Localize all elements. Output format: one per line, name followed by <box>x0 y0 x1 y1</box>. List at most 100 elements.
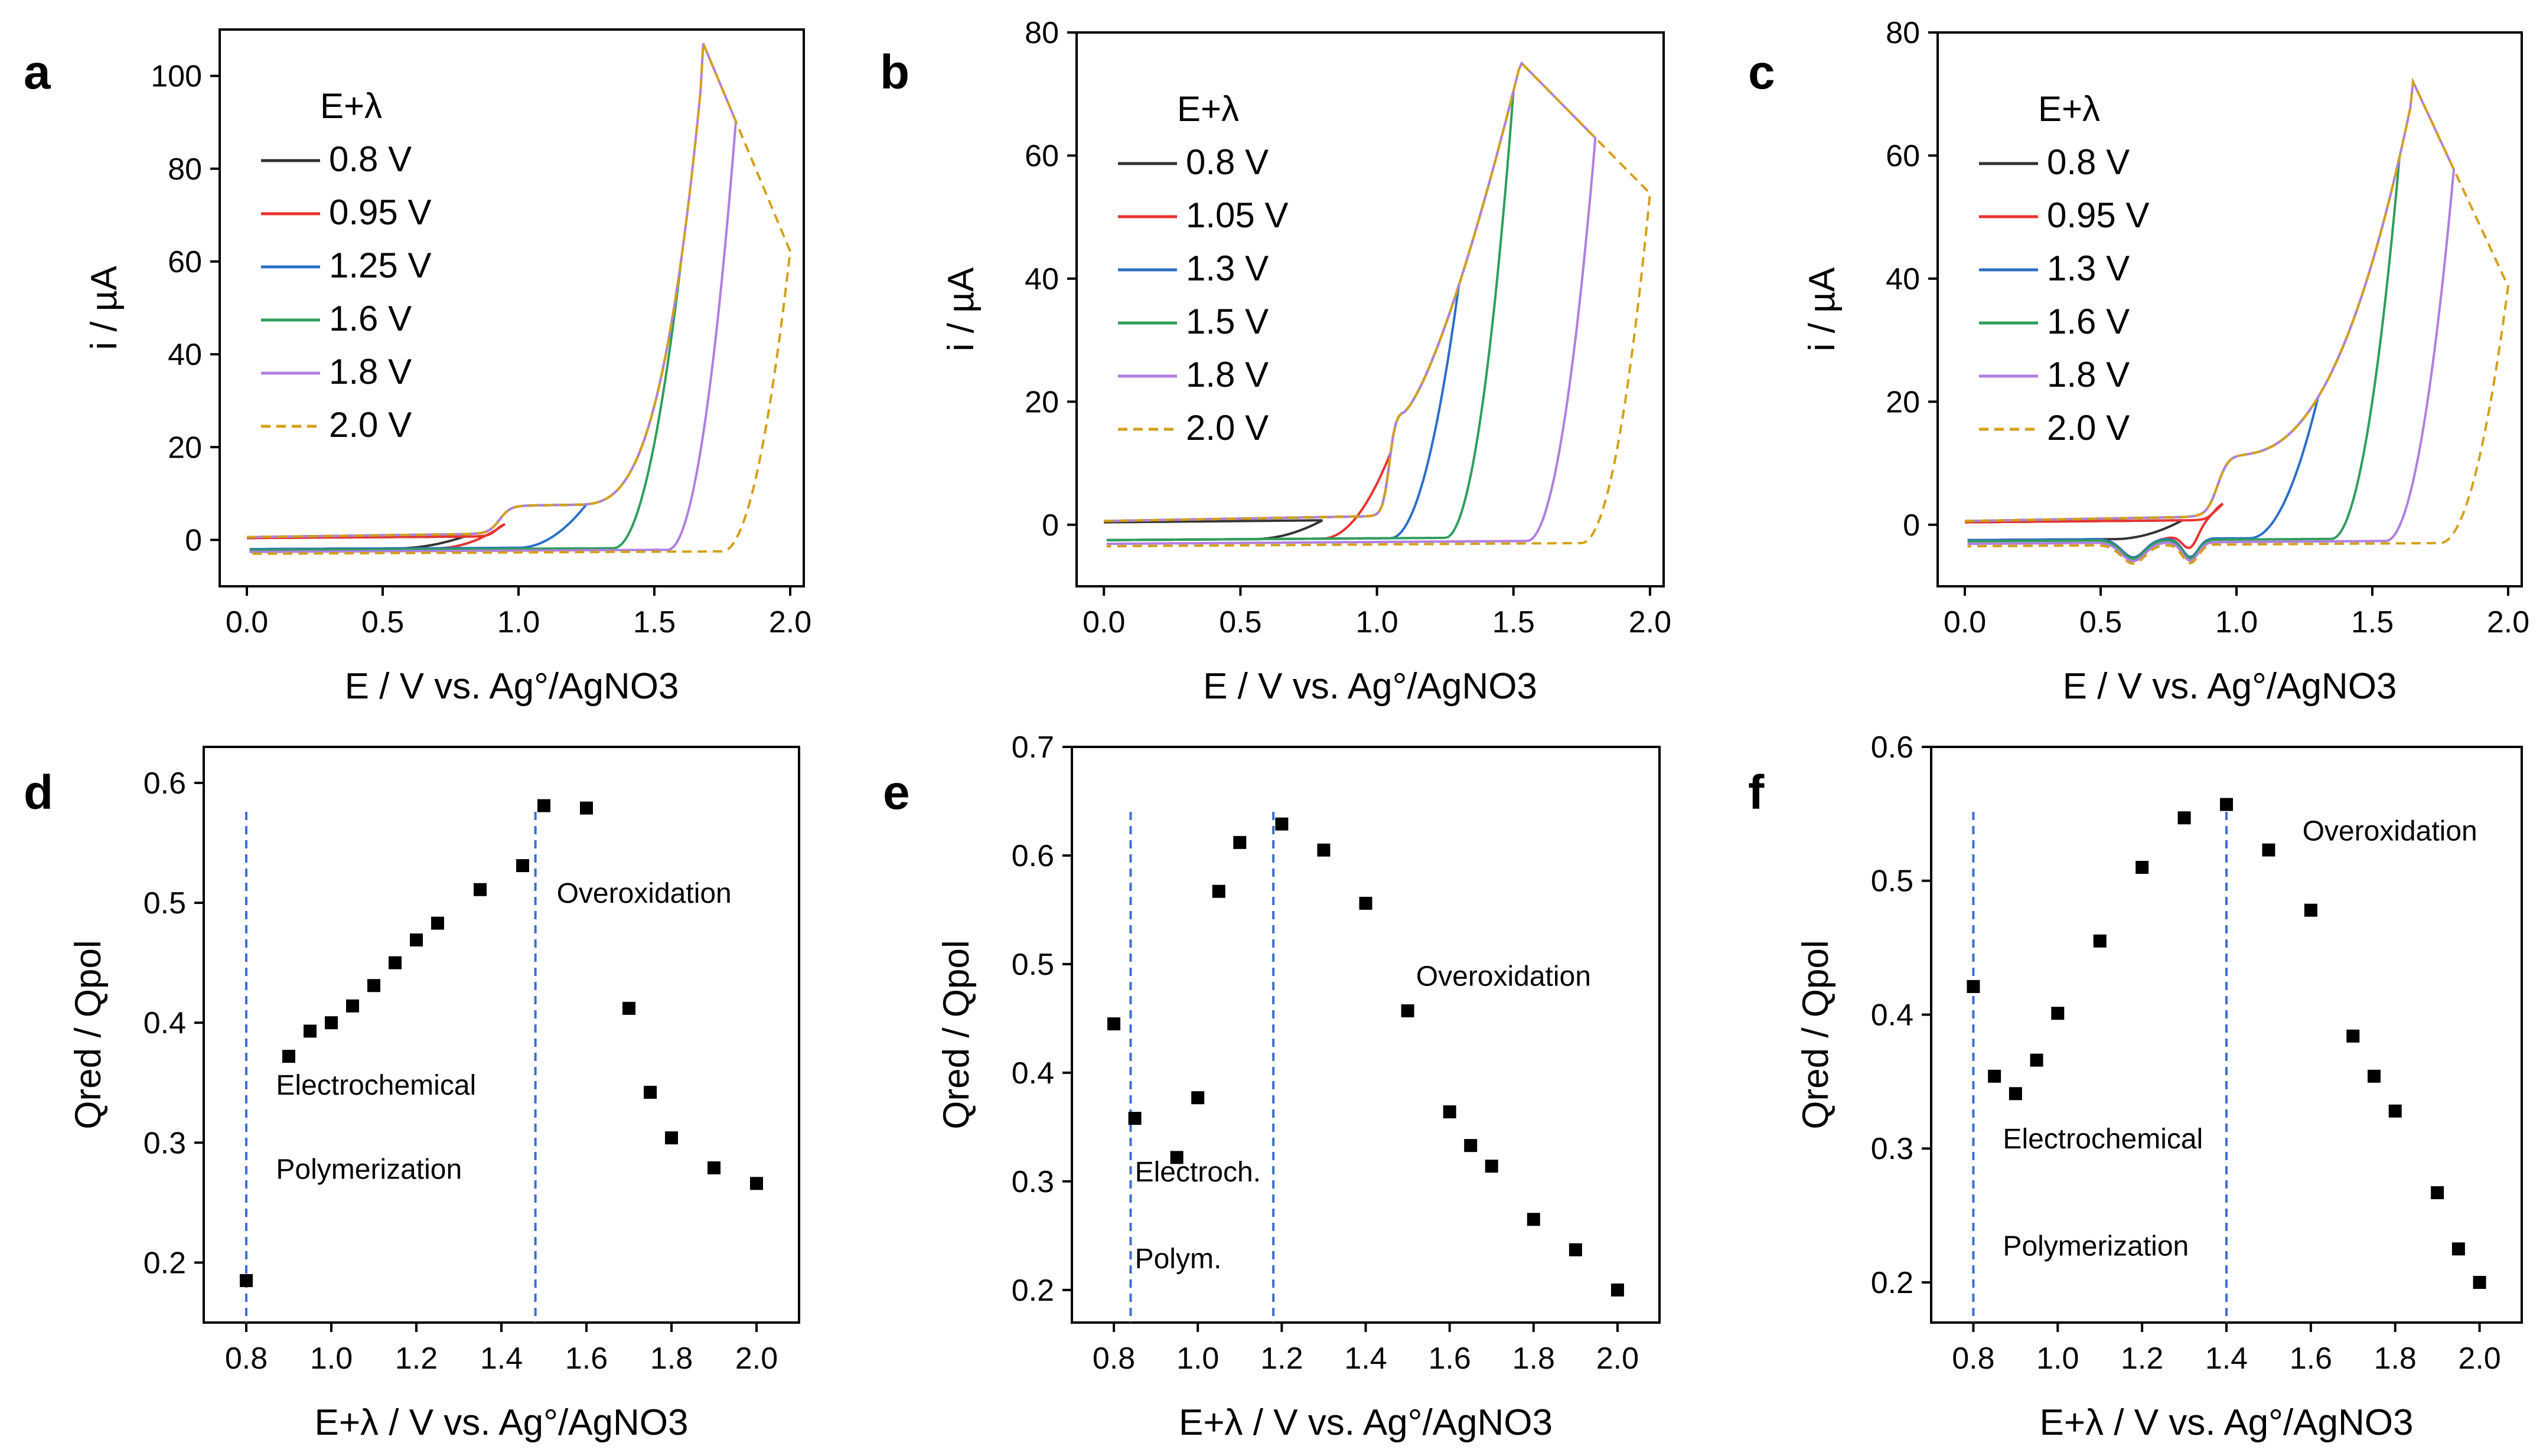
y-tick-label: 60 <box>1886 139 1920 173</box>
data-point <box>537 799 550 812</box>
plot-frame <box>1071 746 1661 1324</box>
x-tick-label: 1.2 <box>2121 1341 2163 1376</box>
y-tick-label: 0.6 <box>1871 730 1913 765</box>
x-tick-label: 0.0 <box>1944 605 1986 639</box>
data-point <box>1191 1091 1205 1105</box>
x-tick-label: 0.5 <box>361 605 404 639</box>
y-tick-label: 100 <box>151 60 202 94</box>
y-tick-label: 60 <box>1025 139 1059 173</box>
legend-entry: 1.05 V <box>1186 195 1288 235</box>
y-axis-label: i / µA <box>1802 267 1843 351</box>
y-tick-label: 0 <box>185 523 202 557</box>
data-point <box>325 1016 338 1030</box>
cv-curve-1p8V <box>1104 61 1597 546</box>
data-point <box>516 859 529 873</box>
x-axis-label: E / V vs. Ag°/AgNO3 <box>1203 666 1537 707</box>
x-tick-label: 1.0 <box>1176 1341 1219 1376</box>
data-point <box>1128 1112 1142 1125</box>
legend-entry: 1.6 V <box>2047 302 2130 341</box>
y-tick-label: 40 <box>168 338 202 372</box>
legend-entry: 1.8 V <box>1186 355 1269 394</box>
cv-curve-2p0V <box>1104 61 1651 548</box>
x-tick-label: 2.0 <box>1629 605 1671 639</box>
data-point <box>1275 817 1289 831</box>
annotation: Polymerization <box>2003 1231 2189 1262</box>
x-tick-label: 2.0 <box>769 605 811 639</box>
legend-title: E+λ <box>1177 89 1239 129</box>
x-axis-label: E / V vs. Ag°/AgNO3 <box>2063 666 2397 707</box>
data-point <box>389 956 402 969</box>
annotation: Electrochemical <box>2003 1124 2203 1155</box>
data-point <box>1317 843 1331 857</box>
y-tick-label: 0.5 <box>1871 864 1913 899</box>
plot-frame <box>1936 31 2523 587</box>
x-tick-label: 0.5 <box>2079 605 2122 639</box>
data-point <box>644 1086 657 1099</box>
data-point <box>580 801 593 815</box>
data-point <box>282 1050 295 1063</box>
x-tick-label: 1.5 <box>2351 605 2394 639</box>
legend-entry: 0.95 V <box>329 192 431 232</box>
x-tick-label: 1.0 <box>497 605 540 639</box>
data-point <box>1464 1139 1478 1153</box>
y-tick-label: 0.2 <box>144 1246 186 1280</box>
cv-curve-0p8V <box>1965 519 2183 541</box>
y-tick-label: 80 <box>1886 16 1920 50</box>
x-tick-label: 1.8 <box>650 1341 693 1376</box>
y-axis-label: Qred / Qpol <box>68 940 109 1129</box>
x-tick-label: 1.6 <box>565 1341 608 1376</box>
y-tick-label: 0 <box>1903 508 1920 543</box>
y-tick-label: 80 <box>168 152 202 187</box>
y-tick-label: 0.2 <box>1871 1266 1913 1300</box>
y-tick-label: 0.4 <box>144 1006 186 1040</box>
annotation: Overoxidation <box>2303 816 2477 847</box>
legend-entry: 0.8 V <box>1186 142 1269 182</box>
legend-entry: 1.5 V <box>1186 302 1269 341</box>
x-tick-label: 1.2 <box>1260 1341 1303 1376</box>
legend-entry: 2.0 V <box>2047 408 2130 448</box>
annotation: Electrochemical <box>276 1070 476 1101</box>
plot-frame <box>1075 31 1665 587</box>
x-tick-label: 2.0 <box>2458 1341 2500 1376</box>
x-tick-label: 0.8 <box>225 1341 268 1376</box>
y-tick-label: 0.3 <box>144 1126 186 1160</box>
y-tick-label: 20 <box>168 430 202 465</box>
x-tick-label: 1.4 <box>480 1341 523 1376</box>
data-point <box>1569 1243 1582 1256</box>
cv-curve-1p8V <box>1964 77 2456 563</box>
y-tick-label: 0.3 <box>1871 1132 1913 1166</box>
x-tick-label: 2.0 <box>1596 1341 1639 1376</box>
x-tick-label: 1.2 <box>395 1341 438 1376</box>
data-point <box>665 1131 678 1145</box>
x-tick-label: 2.0 <box>735 1341 778 1376</box>
panel-label: c <box>1748 45 1775 99</box>
x-axis-label: E+λ / V vs. Ag°/AgNO3 <box>314 1402 688 1443</box>
annotation: Polym. <box>1135 1243 1222 1275</box>
data-point <box>2431 1186 2444 1200</box>
data-point <box>708 1161 720 1174</box>
annotation: Electroch. <box>1135 1157 1261 1188</box>
x-axis-label: E+λ / V vs. Ag°/AgNO3 <box>2039 1402 2413 1443</box>
x-tick-label: 1.0 <box>1355 605 1398 639</box>
y-tick-label: 20 <box>1025 385 1059 419</box>
legend-entry: 1.3 V <box>2047 249 2130 288</box>
annotation: Overoxidation <box>557 878 732 909</box>
y-tick-label: 0.6 <box>1012 839 1054 873</box>
x-tick-label: 1.4 <box>1344 1341 1387 1376</box>
data-point <box>1610 1283 1624 1297</box>
data-point <box>750 1177 763 1190</box>
data-point <box>2346 1029 2360 1043</box>
data-point <box>622 1001 635 1015</box>
cv-curve-0p8V <box>1104 519 1323 541</box>
data-point <box>304 1024 317 1038</box>
x-tick-label: 1.4 <box>2205 1341 2248 1376</box>
data-point <box>1443 1105 1456 1119</box>
legend-entry: 1.6 V <box>329 299 412 338</box>
annotation: Overoxidation <box>1416 961 1591 993</box>
data-point <box>1401 1004 1414 1018</box>
data-point <box>2093 934 2107 948</box>
legend-title: E+λ <box>320 86 382 126</box>
y-axis-label: i / µA <box>941 267 982 351</box>
panel-a: a 0.0 0.5 1.0 1.5 2.0 0 20 40 60 80 100 E / V vs. Ag… <box>24 28 811 707</box>
